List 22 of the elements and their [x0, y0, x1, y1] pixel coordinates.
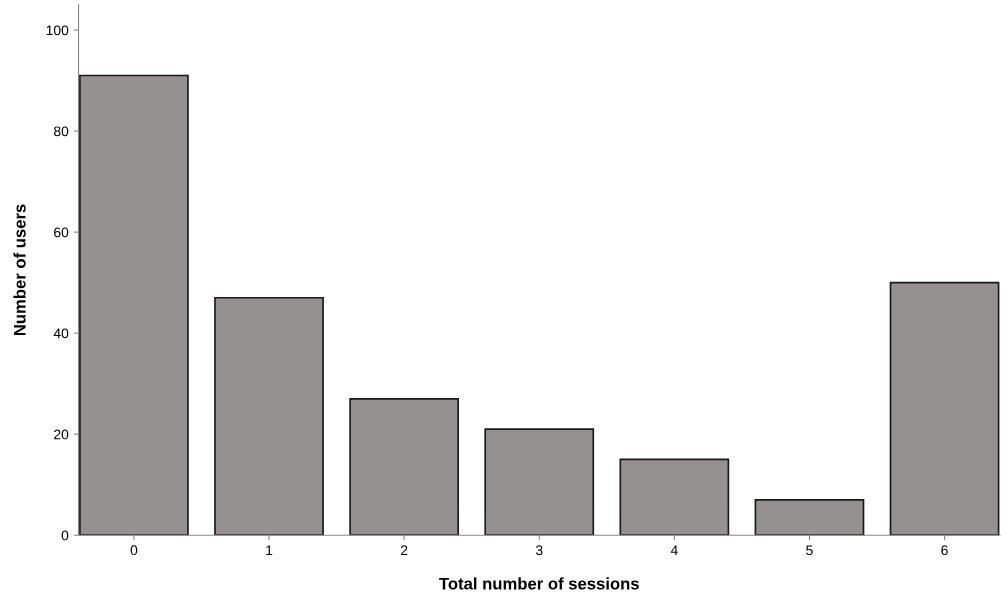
bar [79, 74, 189, 536]
y-axis-title: Number of users [13, 204, 26, 336]
y-tick-label: 0 [61, 530, 69, 541]
x-tick-label: 2 [400, 545, 408, 555]
x-tick-label: 0 [130, 545, 138, 556]
bar [619, 458, 730, 536]
bar [484, 428, 595, 536]
bar [349, 397, 460, 536]
x-tick-label: 6 [941, 545, 948, 556]
x-tick-label: 5 [806, 545, 813, 556]
x-axis-title: Total number of sessions [439, 577, 639, 590]
bar [214, 296, 324, 536]
bar [889, 281, 1000, 536]
bar [754, 499, 865, 536]
y-tick-label: 80 [53, 126, 69, 137]
x-tick-label: 1 [266, 545, 273, 555]
y-tick-label: 40 [53, 328, 69, 339]
y-tick-label: 100 [46, 25, 69, 36]
y-tick-label: 60 [54, 227, 69, 238]
x-tick-label: 3 [535, 545, 543, 556]
x-tick-label: 4 [670, 545, 678, 555]
y-tick-label: 20 [54, 429, 69, 440]
